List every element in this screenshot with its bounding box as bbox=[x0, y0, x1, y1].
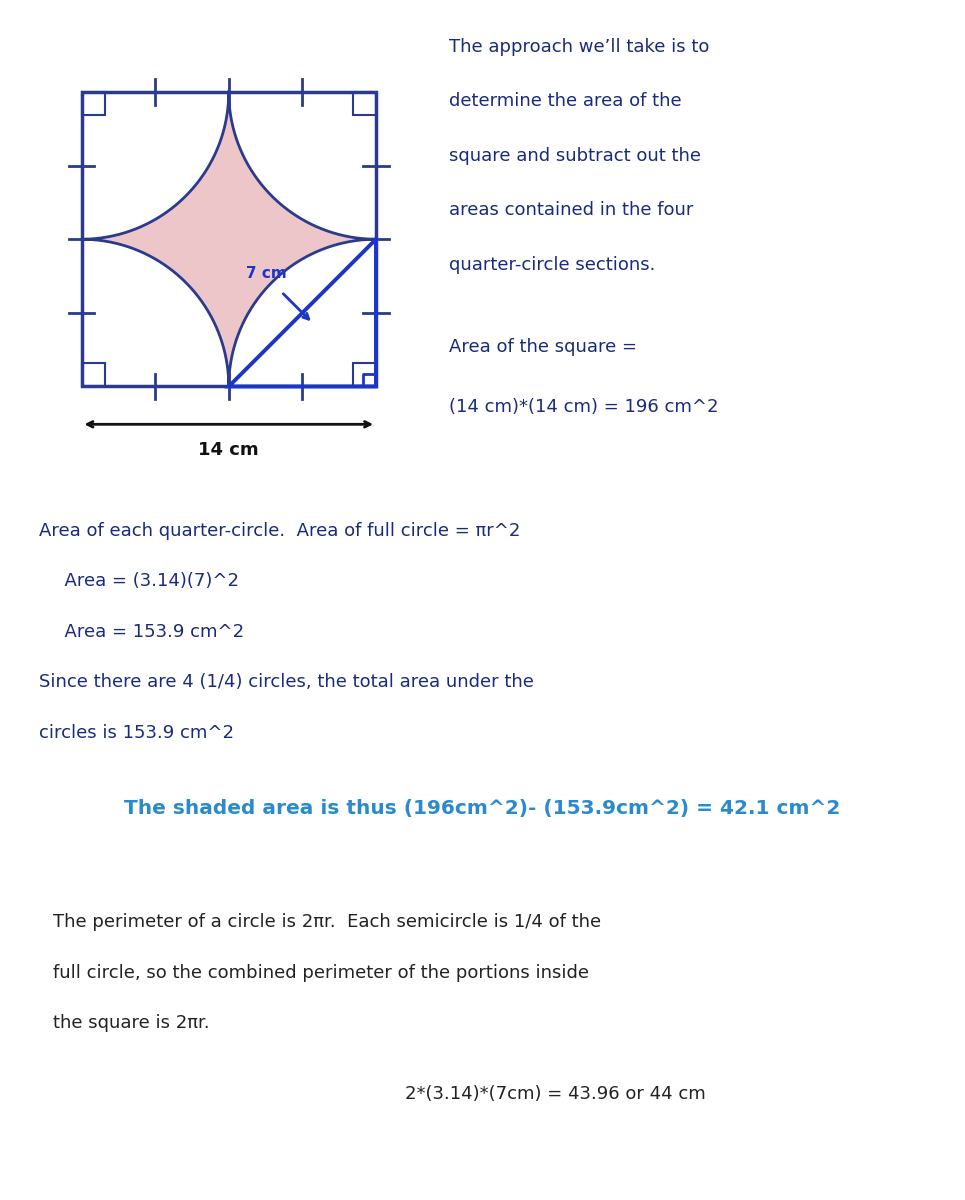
Text: The shaded area is thus (196cm^2)- (153.9cm^2) = 42.1 cm^2: The shaded area is thus (196cm^2)- (153.… bbox=[124, 799, 841, 818]
Text: 14 cm: 14 cm bbox=[199, 442, 259, 460]
Text: Area = (3.14)(7)^2: Area = (3.14)(7)^2 bbox=[53, 572, 239, 590]
Text: circles is 153.9 cm^2: circles is 153.9 cm^2 bbox=[39, 724, 234, 742]
Text: the square is 2πr.: the square is 2πr. bbox=[53, 1014, 209, 1032]
Text: Since there are 4 (1/4) circles, the total area under the: Since there are 4 (1/4) circles, the tot… bbox=[39, 673, 534, 691]
Text: The perimeter of a circle is 2πr.  Each semicircle is 1/4 of the: The perimeter of a circle is 2πr. Each s… bbox=[53, 913, 601, 931]
Polygon shape bbox=[81, 92, 376, 386]
Text: quarter-circle sections.: quarter-circle sections. bbox=[450, 256, 656, 274]
Text: Area of the square =: Area of the square = bbox=[450, 338, 638, 356]
Text: 2*(3.14)*(7cm) = 43.96 or 44 cm: 2*(3.14)*(7cm) = 43.96 or 44 cm bbox=[405, 1085, 706, 1103]
Text: 7 cm: 7 cm bbox=[246, 266, 287, 281]
Text: determine the area of the: determine the area of the bbox=[450, 92, 682, 110]
Text: full circle, so the combined perimeter of the portions inside: full circle, so the combined perimeter o… bbox=[53, 964, 589, 982]
Text: Area = 153.9 cm^2: Area = 153.9 cm^2 bbox=[53, 623, 244, 641]
Text: areas contained in the four: areas contained in the four bbox=[450, 202, 694, 220]
Text: Area of each quarter-circle.  Area of full circle = πr^2: Area of each quarter-circle. Area of ful… bbox=[39, 522, 520, 540]
Text: square and subtract out the: square and subtract out the bbox=[450, 146, 702, 164]
Text: (14 cm)*(14 cm) = 196 cm^2: (14 cm)*(14 cm) = 196 cm^2 bbox=[450, 398, 719, 416]
Text: The approach we’ll take is to: The approach we’ll take is to bbox=[450, 38, 710, 56]
